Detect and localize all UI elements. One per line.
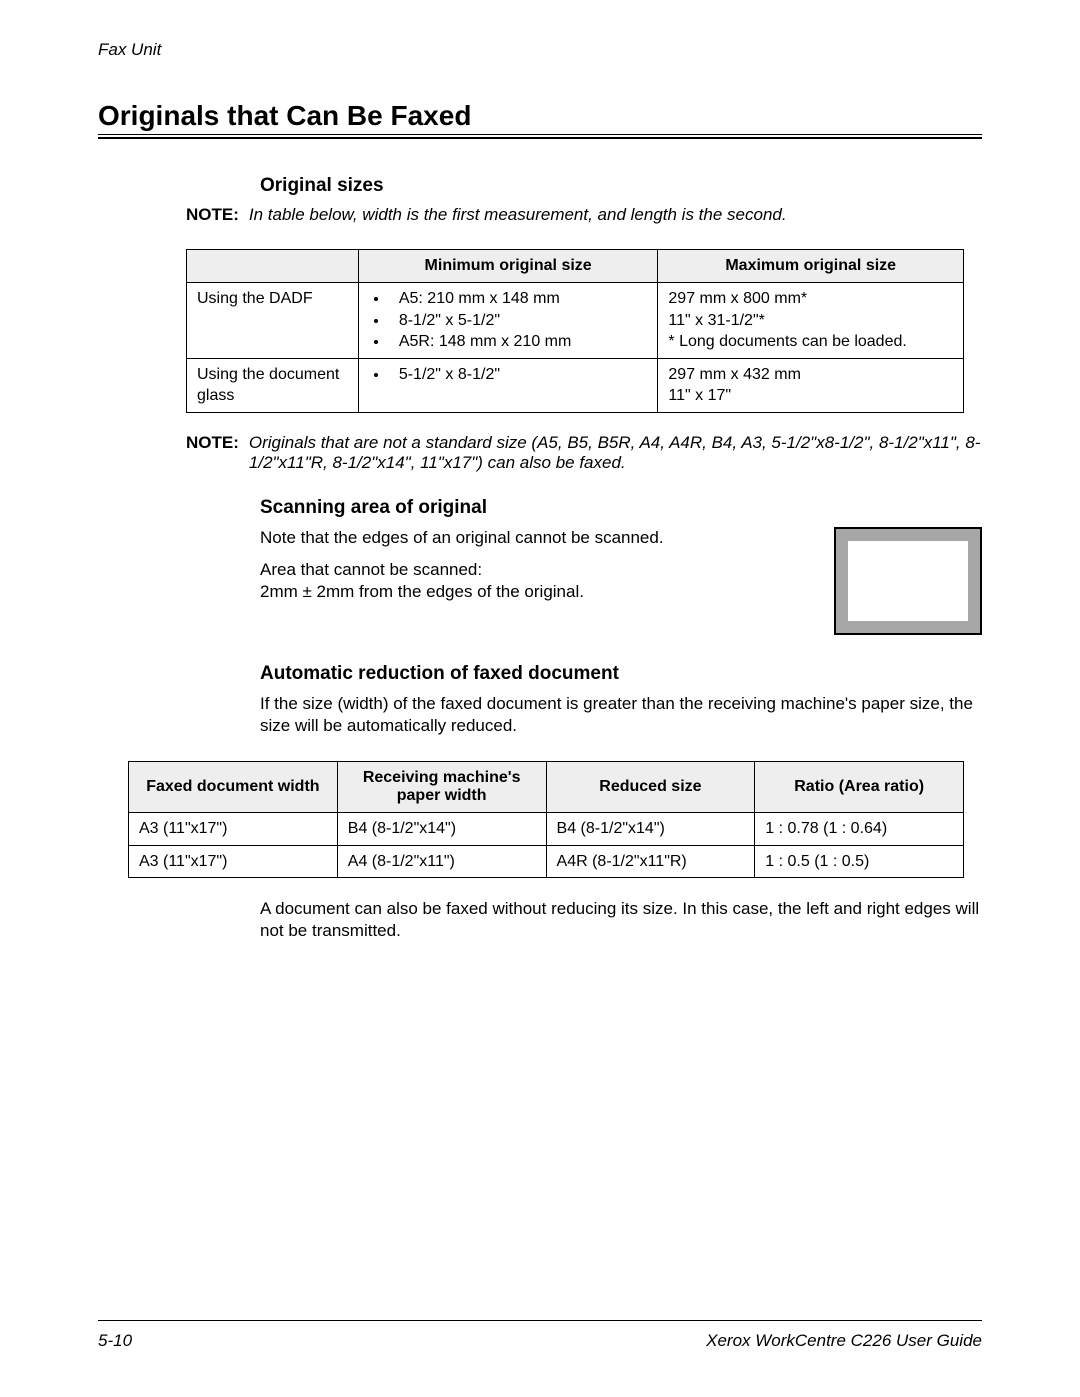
- note-text: In table below, width is the first measu…: [249, 205, 787, 225]
- heading-auto-reduction: Automatic reduction of faxed document: [260, 663, 982, 685]
- cell: 1 : 0.78 (1 : 0.64): [755, 813, 964, 846]
- text-line: 297 mm x 432 mm: [668, 366, 800, 383]
- list-item: A5R: 148 mm x 210 mm: [389, 331, 648, 353]
- scanning-area-text: Note that the edges of an original canno…: [260, 527, 784, 613]
- table-row: Using the DADF A5: 210 mm x 148 mm 8-1/2…: [187, 283, 964, 359]
- cell-method-glass: Using the document glass: [187, 358, 359, 412]
- header-min-size: Minimum original size: [358, 250, 658, 283]
- cell-min-dadf: A5: 210 mm x 148 mm 8-1/2" x 5-1/2" A5R:…: [358, 283, 658, 359]
- cell: B4 (8-1/2"x14"): [337, 813, 546, 846]
- scan-inner-area: [848, 541, 968, 621]
- table-original-sizes: Minimum original size Maximum original s…: [186, 249, 964, 413]
- list-item: 8-1/2" x 5-1/2": [389, 310, 648, 332]
- cell: A4R (8-1/2"x11"R): [546, 845, 755, 878]
- auto-reduction-intro: If the size (width) of the faxed documen…: [260, 693, 982, 737]
- note-size-measurement: NOTE: In table below, width is the first…: [186, 205, 982, 225]
- heading-scanning-area: Scanning area of original: [260, 497, 982, 519]
- paragraph: Area that cannot be scanned: 2mm ± 2mm f…: [260, 559, 784, 603]
- text-line: 11" x 31-1/2"*: [668, 312, 764, 329]
- page-title: Originals that Can Be Faxed: [98, 100, 982, 132]
- text-line: 2mm ± 2mm from the edges of the original…: [260, 582, 584, 601]
- cell-method-dadf: Using the DADF: [187, 283, 359, 359]
- scanning-area-row: Note that the edges of an original canno…: [260, 527, 982, 635]
- note-label: NOTE:: [186, 205, 239, 225]
- table-header-row: Minimum original size Maximum original s…: [187, 250, 964, 283]
- text-line: * Long documents can be loaded.: [668, 333, 906, 350]
- section-scanning-area: Scanning area of original Note that the …: [260, 497, 982, 635]
- list-item: 5-1/2" x 8-1/2": [389, 364, 648, 386]
- header-max-size: Maximum original size: [658, 250, 964, 283]
- header-reduced-size: Reduced size: [546, 762, 755, 813]
- table-row: A3 (11"x17") B4 (8-1/2"x14") B4 (8-1/2"x…: [129, 813, 964, 846]
- cell-max-dadf: 297 mm x 800 mm* 11" x 31-1/2"* * Long d…: [658, 283, 964, 359]
- table-row: Using the document glass 5-1/2" x 8-1/2"…: [187, 358, 964, 412]
- running-header: Fax Unit: [98, 40, 982, 60]
- paragraph: Note that the edges of an original canno…: [260, 527, 784, 549]
- cell: B4 (8-1/2"x14"): [546, 813, 755, 846]
- section-auto-reduction: Automatic reduction of faxed document If…: [260, 663, 982, 737]
- table-reduction: Faxed document width Receiving machine's…: [128, 761, 964, 878]
- section-original-sizes: Original sizes: [260, 175, 982, 197]
- cell: A3 (11"x17"): [129, 845, 338, 878]
- guide-title: Xerox WorkCentre C226 User Guide: [706, 1331, 982, 1351]
- heading-original-sizes: Original sizes: [260, 175, 982, 197]
- table-reduction-wrapper: Faxed document width Receiving machine's…: [128, 761, 982, 878]
- header-receiving-width: Receiving machine's paper width: [337, 762, 546, 813]
- table-original-sizes-wrapper: Minimum original size Maximum original s…: [186, 249, 982, 413]
- text-line: 11" x 17": [668, 387, 731, 404]
- note-nonstandard-sizes: NOTE: Originals that are not a standard …: [186, 433, 982, 473]
- cell: A4 (8-1/2"x11"): [337, 845, 546, 878]
- cell: 1 : 0.5 (1 : 0.5): [755, 845, 964, 878]
- auto-reduction-outro-wrap: A document can also be faxed without red…: [260, 898, 982, 942]
- text-line: 297 mm x 800 mm*: [668, 290, 807, 307]
- text-line: Area that cannot be scanned:: [260, 560, 482, 579]
- auto-reduction-outro: A document can also be faxed without red…: [260, 898, 982, 942]
- cell-min-glass: 5-1/2" x 8-1/2": [358, 358, 658, 412]
- page-footer: 5-10 Xerox WorkCentre C226 User Guide: [98, 1320, 982, 1351]
- list-item: A5: 210 mm x 148 mm: [389, 288, 648, 310]
- title-rule: [98, 134, 982, 139]
- header-faxed-width: Faxed document width: [129, 762, 338, 813]
- header-ratio: Ratio (Area ratio): [755, 762, 964, 813]
- page: Fax Unit Originals that Can Be Faxed Ori…: [0, 0, 1080, 1397]
- table-header-row: Faxed document width Receiving machine's…: [129, 762, 964, 813]
- page-number: 5-10: [98, 1331, 132, 1351]
- note-label: NOTE:: [186, 433, 239, 473]
- cell: A3 (11"x17"): [129, 813, 338, 846]
- scan-margin-diagram: [834, 527, 982, 635]
- note-text: Originals that are not a standard size (…: [249, 433, 982, 473]
- table-row: A3 (11"x17") A4 (8-1/2"x11") A4R (8-1/2"…: [129, 845, 964, 878]
- cell-max-glass: 297 mm x 432 mm 11" x 17": [658, 358, 964, 412]
- header-empty: [187, 250, 359, 283]
